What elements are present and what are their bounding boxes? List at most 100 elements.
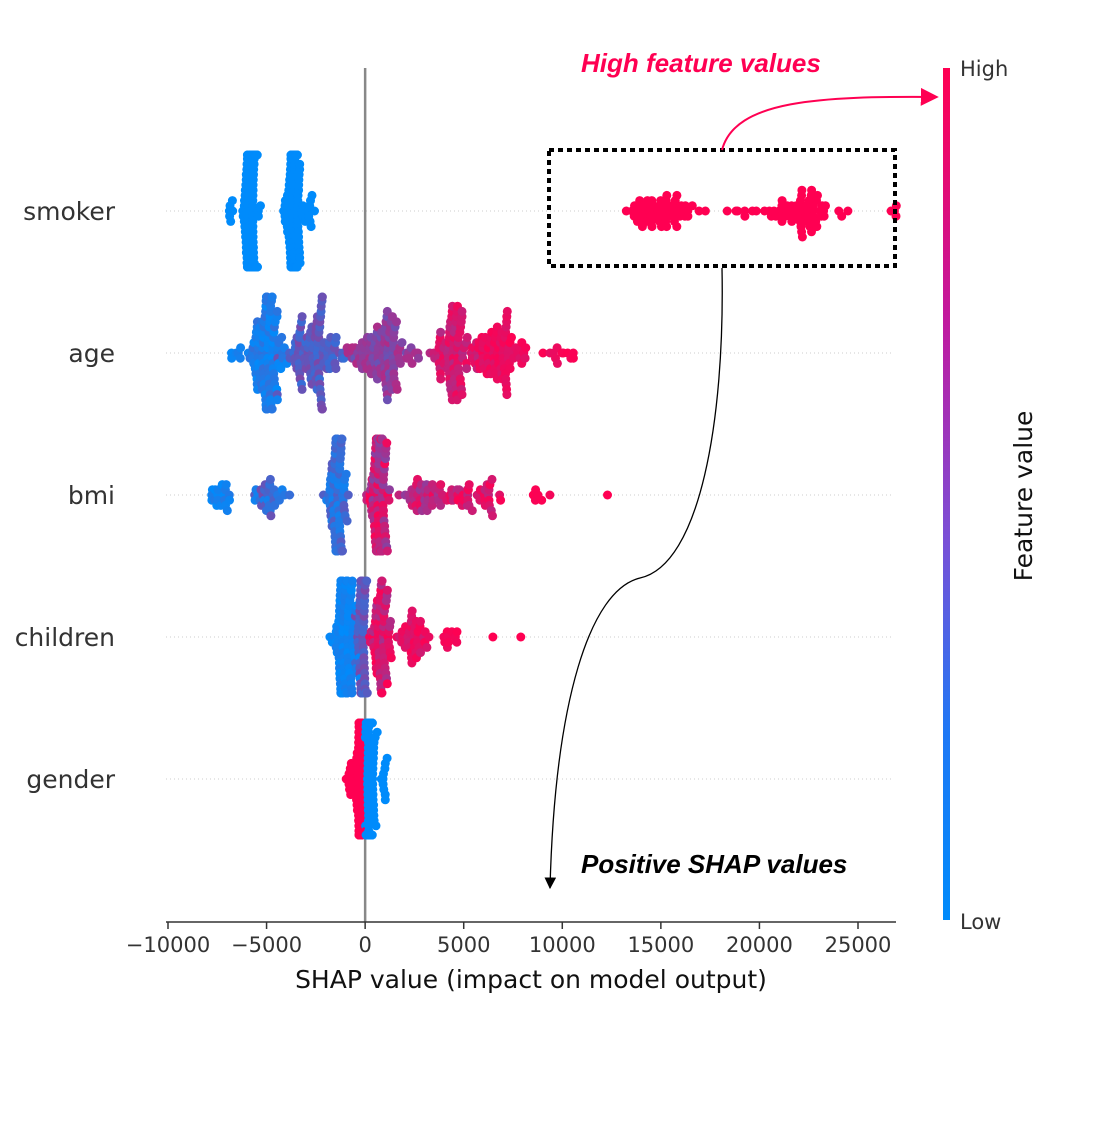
- x-tick-label: 15000: [627, 933, 694, 957]
- dot-bmi: [487, 474, 497, 484]
- dot-age: [538, 348, 548, 358]
- colorbar-title: Feature value: [1009, 411, 1038, 582]
- dot-smoker: [295, 159, 305, 169]
- dot-bmi: [337, 434, 347, 444]
- dot-children: [347, 688, 357, 698]
- dot-bmi: [341, 469, 351, 479]
- dot-children: [377, 576, 387, 586]
- dot-age: [392, 384, 402, 394]
- dot-age: [407, 358, 417, 368]
- feature-label-smoker: smoker: [23, 197, 116, 226]
- dot-bmi: [467, 506, 477, 516]
- colorbar-low-label: Low: [960, 910, 1001, 934]
- dot-smoker: [722, 206, 732, 216]
- dot-age: [267, 404, 277, 414]
- dot-children: [347, 576, 357, 586]
- dot-children: [386, 616, 395, 626]
- dot-smoker: [256, 201, 265, 211]
- dot-smoker: [812, 222, 822, 232]
- dot-bmi: [222, 506, 232, 516]
- dot-smoker: [687, 201, 697, 211]
- dot-bmi: [265, 474, 275, 484]
- dot-bmi: [545, 490, 555, 500]
- dot-age: [568, 353, 578, 363]
- dot-age: [382, 395, 392, 405]
- feature-labels: smoker age bmi children gender: [15, 197, 116, 794]
- dot-smoker: [226, 216, 236, 226]
- dot-bmi: [338, 546, 347, 556]
- dot-children: [382, 585, 392, 595]
- dot-children: [452, 637, 462, 647]
- dot-bmi: [488, 511, 497, 521]
- dot-smoker: [807, 185, 817, 195]
- dot-smoker: [797, 185, 807, 195]
- dot-gender: [371, 821, 381, 831]
- dot-smoker: [837, 211, 847, 221]
- feature-label-bmi: bmi: [68, 481, 115, 510]
- dot-bmi: [537, 495, 547, 505]
- dot-bmi: [384, 495, 394, 505]
- dot-smoker: [797, 232, 807, 242]
- dot-bmi: [266, 511, 276, 521]
- dot-age: [317, 404, 327, 414]
- dot-children: [416, 616, 425, 626]
- dot-bmi: [603, 490, 612, 500]
- dot-age: [502, 306, 512, 316]
- dot-smoker: [751, 206, 761, 216]
- dot-smoker: [694, 206, 704, 216]
- dot-smoker: [253, 262, 262, 272]
- dot-smoker: [821, 201, 830, 211]
- dots-layer: [207, 150, 901, 840]
- dot-age: [436, 374, 446, 384]
- colorbar-high-label: High: [960, 57, 1008, 81]
- dot-smoker: [227, 196, 237, 206]
- dot-age: [507, 332, 516, 342]
- dot-children: [444, 637, 453, 647]
- dot-smoker: [733, 206, 743, 216]
- dot-children: [422, 642, 432, 652]
- dot-age: [277, 332, 287, 342]
- feature-label-gender: gender: [26, 765, 115, 794]
- dot-gender: [380, 795, 390, 805]
- dot-smoker: [813, 190, 822, 200]
- dot-age: [505, 364, 515, 374]
- x-tick-label: −5000: [231, 933, 302, 957]
- dot-age: [236, 343, 246, 353]
- x-tick-label: 10000: [529, 933, 596, 957]
- highlight-box: [547, 148, 897, 268]
- dot-age: [331, 364, 341, 374]
- dot-children: [362, 576, 372, 586]
- feature-label-children: children: [15, 623, 115, 652]
- x-tick-label: −10000: [126, 933, 210, 957]
- dot-children: [416, 648, 425, 658]
- dot-age: [552, 358, 562, 368]
- dot-age: [276, 364, 286, 374]
- dot-smoker: [307, 190, 317, 200]
- dot-smoker: [228, 206, 238, 216]
- dot-bmi: [285, 490, 295, 500]
- dot-age: [331, 332, 341, 342]
- dot-bmi: [382, 438, 392, 448]
- dot-smoker: [740, 211, 750, 221]
- dot-gender: [372, 727, 382, 737]
- x-axis-title: SHAP value (impact on model output): [295, 965, 767, 994]
- annotation-positive-shap-values: Positive SHAP values: [581, 849, 847, 879]
- dot-smoker: [292, 150, 302, 160]
- x-tick-label: 0: [358, 933, 371, 957]
- annotation-arrow-positive: [544, 267, 723, 890]
- dot-smoker: [310, 206, 319, 216]
- dot-age: [462, 332, 472, 342]
- x-tick-label: 5000: [437, 933, 490, 957]
- dot-children: [377, 688, 387, 698]
- dot-bmi: [382, 546, 392, 556]
- dot-smoker: [672, 190, 682, 200]
- dot-smoker: [306, 222, 316, 232]
- feature-label-age: age: [68, 339, 115, 368]
- dot-age: [457, 390, 467, 400]
- dot-bmi: [225, 495, 234, 505]
- annotation-high-feature-values: High feature values: [581, 48, 821, 78]
- dot-bmi: [436, 480, 446, 490]
- dot-children: [452, 627, 462, 637]
- dot-children: [424, 632, 434, 642]
